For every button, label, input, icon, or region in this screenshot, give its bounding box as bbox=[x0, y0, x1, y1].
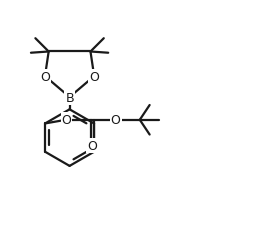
Text: B: B bbox=[65, 91, 74, 104]
Text: O: O bbox=[40, 70, 50, 83]
Text: O: O bbox=[111, 113, 120, 126]
Text: O: O bbox=[89, 70, 99, 83]
Text: O: O bbox=[61, 113, 72, 126]
Text: O: O bbox=[87, 139, 97, 152]
